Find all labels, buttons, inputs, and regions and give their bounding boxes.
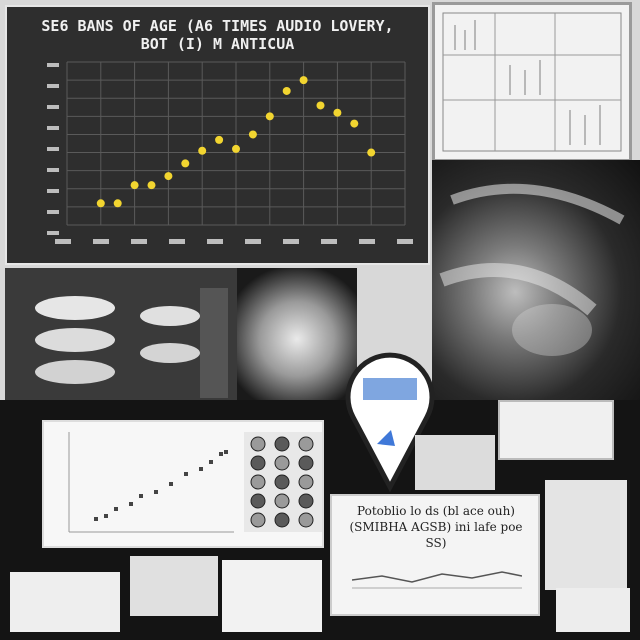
grid-icon bbox=[274, 474, 290, 490]
grid-icon bbox=[250, 512, 266, 528]
grid-icon bbox=[250, 455, 266, 471]
mini-point bbox=[169, 482, 173, 486]
y-tick-mark bbox=[47, 63, 59, 67]
y-tick-mark bbox=[47, 189, 59, 193]
sketch-illustration bbox=[442, 12, 622, 152]
data-point bbox=[130, 181, 139, 190]
main-chart-panel: SE6 BANS OF AGE (A6 TIMES AUDIO LOVERY, … bbox=[5, 5, 430, 265]
note-line-chart bbox=[352, 571, 522, 589]
xray-image-panel bbox=[432, 160, 640, 400]
mini-point bbox=[94, 517, 98, 521]
thumbnail-card-a bbox=[498, 400, 614, 460]
data-point bbox=[147, 181, 156, 190]
mini-point bbox=[224, 450, 228, 454]
document-card-a bbox=[10, 572, 120, 632]
data-point bbox=[282, 86, 291, 95]
mini-point bbox=[139, 494, 143, 498]
xray-shapes bbox=[439, 183, 625, 356]
data-point bbox=[333, 108, 342, 117]
grid-icon bbox=[298, 512, 314, 528]
machine-image-panel bbox=[5, 268, 237, 410]
grid-icon bbox=[274, 436, 290, 452]
mini-point bbox=[129, 502, 133, 506]
map-pin-icon bbox=[335, 322, 445, 492]
data-point bbox=[265, 112, 274, 121]
note-line-1: Potoblio lo ds (bl ace ouh) bbox=[357, 504, 515, 518]
mini-point bbox=[114, 507, 118, 511]
document-card-e bbox=[556, 588, 630, 632]
x-tick-mark bbox=[93, 239, 109, 244]
grid-icon bbox=[274, 493, 290, 509]
grid-icon bbox=[250, 436, 266, 452]
chart-title-line-2: BOT (I) M ANTICUA bbox=[140, 35, 295, 53]
document-card-c bbox=[222, 560, 322, 632]
mini-point bbox=[209, 460, 213, 464]
data-point bbox=[316, 101, 325, 110]
text-note-card: Potoblio lo ds (bl ace ouh) (SMIBHA AGSB… bbox=[330, 494, 540, 616]
main-scatter-chart bbox=[47, 61, 413, 244]
grid-icon bbox=[298, 436, 314, 452]
grid-icon bbox=[274, 455, 290, 471]
x-tick-mark bbox=[321, 239, 337, 244]
mini-point bbox=[219, 452, 223, 456]
data-point bbox=[232, 144, 240, 153]
mini-point bbox=[184, 472, 188, 476]
x-tick-mark bbox=[245, 239, 261, 244]
x-tick-mark bbox=[397, 239, 413, 244]
chart-title-line-1: SE6 BANS OF AGE (A6 TIMES AUDIO LOVERY, bbox=[41, 17, 394, 35]
data-point bbox=[299, 76, 308, 85]
y-tick-mark bbox=[47, 84, 59, 88]
note-line-2: (SMIBHA AGSB) ini lafe poe bbox=[349, 520, 523, 534]
y-tick-mark bbox=[47, 168, 59, 172]
data-point bbox=[367, 148, 376, 157]
data-point bbox=[96, 199, 105, 208]
y-tick-mark bbox=[47, 147, 59, 151]
x-tick-mark bbox=[55, 239, 71, 244]
foam-texture-panel bbox=[237, 268, 357, 410]
note-line-3: SS) bbox=[425, 536, 447, 550]
data-point bbox=[113, 199, 122, 208]
mini-point bbox=[199, 467, 203, 471]
x-tick-mark bbox=[359, 239, 375, 244]
y-tick-mark bbox=[47, 105, 59, 109]
machine-shapes bbox=[35, 288, 228, 398]
data-point bbox=[198, 146, 207, 155]
icon-grid-card bbox=[244, 432, 322, 532]
grid-icon bbox=[250, 474, 266, 490]
y-tick-mark bbox=[47, 231, 59, 235]
x-tick-mark bbox=[207, 239, 223, 244]
x-tick-mark bbox=[131, 239, 147, 244]
y-tick-mark bbox=[47, 126, 59, 130]
document-card-d bbox=[415, 435, 495, 490]
mini-scatter-chart bbox=[68, 432, 234, 533]
mini-point bbox=[104, 514, 108, 518]
thumbnail-card-b bbox=[545, 480, 627, 590]
grid-icon bbox=[298, 474, 314, 490]
x-tick-mark bbox=[283, 239, 299, 244]
sketch-collage-panel bbox=[432, 2, 632, 162]
data-point bbox=[350, 119, 359, 128]
document-card-b bbox=[130, 556, 218, 616]
grid-icon bbox=[274, 512, 290, 528]
y-tick-mark bbox=[47, 210, 59, 214]
mini-point bbox=[154, 490, 158, 494]
icon-grid bbox=[250, 436, 314, 528]
data-point bbox=[248, 130, 257, 139]
grid-icon bbox=[298, 493, 314, 509]
grid-icon bbox=[298, 455, 314, 471]
grid-icon bbox=[250, 493, 266, 509]
x-tick-mark bbox=[169, 239, 185, 244]
data-point bbox=[181, 159, 190, 168]
data-point bbox=[215, 135, 224, 144]
data-point bbox=[164, 172, 173, 181]
